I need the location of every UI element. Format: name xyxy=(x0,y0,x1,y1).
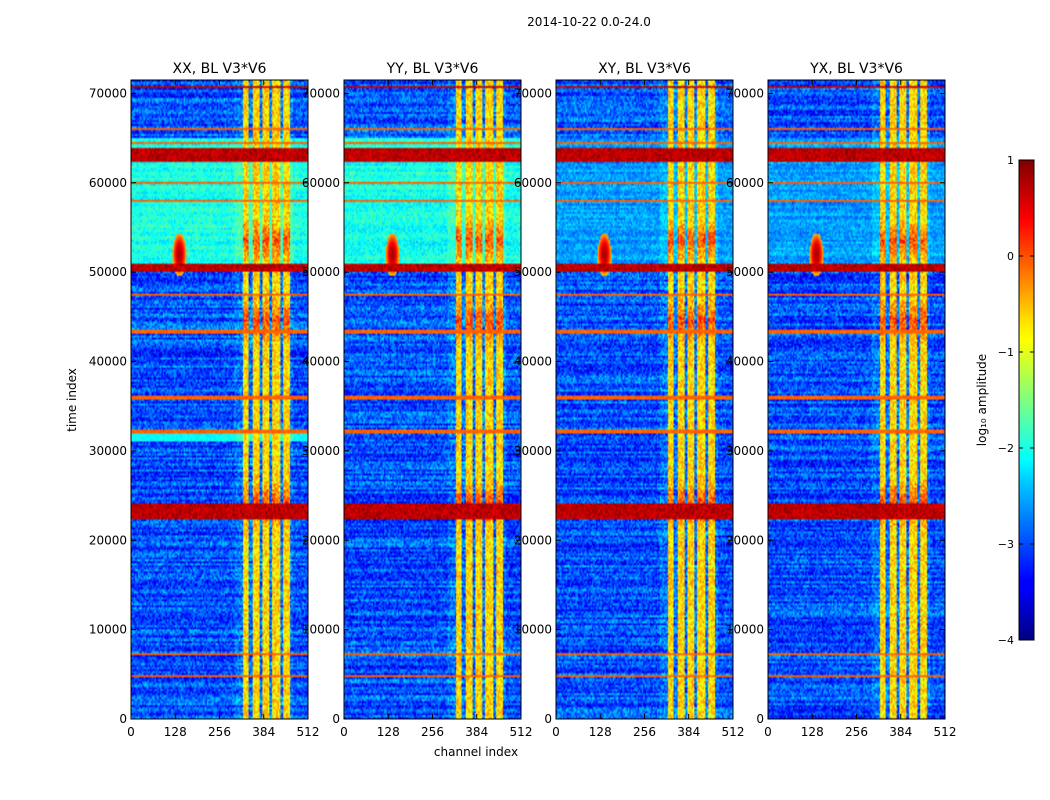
y-tick-label: 70000 xyxy=(302,86,340,100)
x-tick-label: 0 xyxy=(764,725,772,739)
y-tick-label: 30000 xyxy=(514,444,552,458)
colorbar-tick-label: −1 xyxy=(998,346,1014,359)
x-tick-label: 256 xyxy=(633,725,656,739)
y-tick-label: 20000 xyxy=(89,533,127,547)
y-axis-label: time index xyxy=(65,368,79,432)
x-tick-label: 256 xyxy=(845,725,868,739)
y-tick-label: 60000 xyxy=(726,176,764,190)
panel-xy: XY, BL V3*V6 0 128 256 384 512 0 10000 20000 3000… xyxy=(514,61,745,739)
y-tick-label: 30000 xyxy=(89,444,127,458)
colorbar: 1 0 −1 −2 −3 −4 log₁₀ amplitude xyxy=(975,154,1035,647)
x-tick-label: 0 xyxy=(127,725,135,739)
x-tick-label: 384 xyxy=(252,725,275,739)
figure-suptitle: 2014-10-22 0.0-24.0 xyxy=(527,15,651,29)
x-tick-label: 384 xyxy=(465,725,488,739)
x-tick-label: 384 xyxy=(889,725,912,739)
y-tick-label: 0 xyxy=(756,712,764,726)
heatmap-image xyxy=(131,80,308,719)
colorbar-tick-label: −4 xyxy=(998,634,1014,647)
y-tick-label: 60000 xyxy=(89,176,127,190)
colorbar-tick-label: 1 xyxy=(1007,154,1014,167)
y-tick-label: 50000 xyxy=(89,265,127,279)
panel-title: XY, BL V3*V6 xyxy=(598,61,691,77)
y-tick-label: 70000 xyxy=(726,86,764,100)
heatmap-image xyxy=(344,80,521,719)
panel-title: YY, BL V3*V6 xyxy=(386,61,479,77)
x-tick-label: 0 xyxy=(340,725,348,739)
y-tick-label: 20000 xyxy=(514,533,552,547)
y-tick-label: 0 xyxy=(119,712,127,726)
y-tick-label: 30000 xyxy=(302,444,340,458)
x-axis-label: channel index xyxy=(434,745,518,759)
colorbar-tick-label: −3 xyxy=(998,538,1014,551)
y-tick-label: 50000 xyxy=(726,265,764,279)
y-tick-label: 10000 xyxy=(726,623,764,637)
panel-xx: XX, BL V3*V6 0 128 256 384 512 0 10000 20000 3000… xyxy=(89,61,320,739)
x-tick-label: 512 xyxy=(722,725,745,739)
x-tick-label: 512 xyxy=(934,725,957,739)
panel-yy: YY, BL V3*V6 0 128 256 384 512 0 10000 20000 3000… xyxy=(302,61,533,739)
y-tick-label: 40000 xyxy=(302,355,340,369)
y-tick-label: 20000 xyxy=(726,533,764,547)
x-tick-label: 384 xyxy=(677,725,700,739)
x-tick-label: 256 xyxy=(208,725,231,739)
y-tick-label: 30000 xyxy=(726,444,764,458)
y-tick-label: 40000 xyxy=(726,355,764,369)
y-tick-label: 10000 xyxy=(89,623,127,637)
y-tick-label: 60000 xyxy=(514,176,552,190)
heatmap-image xyxy=(556,80,733,719)
y-tick-label: 0 xyxy=(544,712,552,726)
heatmap-panels: XX, BL V3*V6 0 128 256 384 512 0 10000 20000 3000… xyxy=(89,61,957,739)
y-tick-label: 40000 xyxy=(514,355,552,369)
x-tick-label: 128 xyxy=(164,725,187,739)
colorbar-tick-label: 0 xyxy=(1007,250,1014,263)
y-tick-label: 0 xyxy=(332,712,340,726)
x-tick-label: 128 xyxy=(377,725,400,739)
y-tick-label: 50000 xyxy=(514,265,552,279)
x-tick-label: 512 xyxy=(510,725,533,739)
y-tick-label: 50000 xyxy=(302,265,340,279)
y-tick-label: 10000 xyxy=(302,623,340,637)
y-tick-label: 70000 xyxy=(89,86,127,100)
x-tick-label: 0 xyxy=(552,725,560,739)
y-tick-label: 10000 xyxy=(514,623,552,637)
y-tick-label: 70000 xyxy=(514,86,552,100)
x-tick-label: 128 xyxy=(801,725,824,739)
panel-yx: YX, BL V3*V6 0 128 256 384 512 0 10000 20000 3000… xyxy=(726,61,957,739)
x-tick-label: 256 xyxy=(421,725,444,739)
x-tick-label: 512 xyxy=(297,725,320,739)
y-tick-label: 40000 xyxy=(89,355,127,369)
panel-title: YX, BL V3*V6 xyxy=(809,61,903,77)
y-tick-label: 20000 xyxy=(302,533,340,547)
colorbar-label: log₁₀ amplitude xyxy=(975,354,989,446)
y-tick-label: 60000 xyxy=(302,176,340,190)
panel-title: XX, BL V3*V6 xyxy=(173,61,267,77)
heatmap-image xyxy=(768,80,945,719)
colorbar-tick-label: −2 xyxy=(998,442,1014,455)
x-tick-label: 128 xyxy=(589,725,612,739)
colorbar-gradient xyxy=(1018,159,1035,641)
